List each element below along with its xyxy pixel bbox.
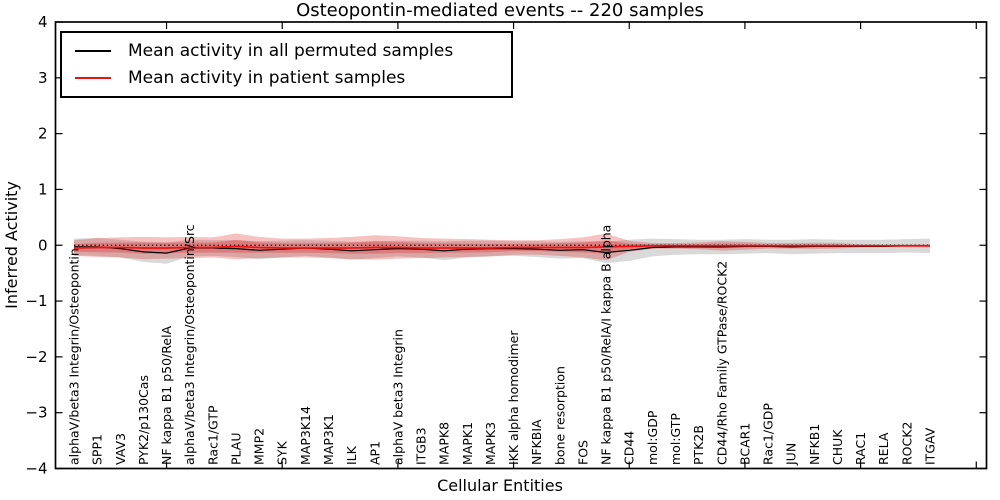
legend-box: Mean activity in all permuted samples Me… — [60, 31, 513, 98]
permuted-line-swatch — [75, 49, 111, 52]
x-tick-label: alphaV/beta3 Integrin/Osteopontin — [67, 248, 82, 465]
x-tick-label: MMP2 — [252, 428, 267, 465]
x-tick-label: NFKB1 — [807, 424, 822, 465]
y-tick-label: 4 — [38, 13, 48, 31]
x-tick-label: NF kappa B1 p50/RelA — [159, 325, 174, 465]
y-tick-label: 0 — [38, 236, 48, 254]
patient-line-swatch — [75, 77, 111, 80]
x-tick-label: alphaV beta3 Integrin — [390, 329, 405, 465]
patient-std-band-inner — [74, 239, 930, 254]
y-tick-label: 1 — [38, 180, 48, 198]
x-tick-label: ROCK2 — [899, 422, 914, 465]
x-tick-label: RELA — [876, 432, 891, 465]
x-tick-label: MAPK3 — [483, 422, 498, 465]
y-tick-label: 3 — [38, 69, 48, 87]
x-tick-label: RAC1 — [853, 432, 868, 465]
x-tick-label: CD44/Rho Family GTPase/ROCK2 — [714, 261, 729, 465]
x-tick-label: NF kappa B1 p50/RelA/I kappa B alpha — [599, 225, 614, 465]
x-tick-label: bone resorption — [552, 366, 567, 465]
legend-row-permuted: Mean activity in all permuted samples — [62, 41, 511, 61]
x-axis-label: Cellular Entities — [437, 476, 563, 495]
legend-label-permuted: Mean activity in all permuted samples — [128, 40, 454, 61]
x-tick-label: mol:GDP — [645, 410, 660, 465]
y-axis-label: Inferred Activity — [2, 181, 21, 309]
permuted-std-band — [74, 238, 930, 264]
x-tick-label: ITGAV — [922, 427, 937, 465]
x-tick-label: CHUK — [830, 429, 845, 465]
x-tick-label: Rac1/GTP — [205, 405, 220, 465]
x-tick-label: PYK2/p130Cas — [136, 375, 151, 465]
x-tick-label: MAP3K1 — [321, 414, 336, 465]
x-tick-label: Rac1/GDP — [761, 403, 776, 465]
x-tick-label: NFKBIA — [529, 419, 544, 465]
x-tick-label: AP1 — [367, 441, 382, 465]
y-tick-label: −4 — [25, 460, 47, 478]
patient-mean-line — [73, 244, 930, 249]
x-tick-label: BCAR1 — [737, 423, 752, 465]
x-tick-label: PTK2B — [691, 425, 706, 465]
x-tick-label: mol:GTP — [668, 413, 683, 465]
x-tick-label: SYK — [275, 440, 290, 465]
x-tick-label: VAV3 — [113, 433, 128, 465]
x-tick-label: IKK alpha homodimer — [506, 330, 521, 465]
chart-title: Osteopontin-mediated events -- 220 sampl… — [296, 0, 704, 21]
legend-label-patient: Mean activity in patient samples — [128, 68, 406, 89]
x-tick-label: MAPK8 — [437, 422, 452, 465]
y-tick-label: −2 — [25, 348, 47, 366]
x-tick-label: CD44 — [622, 431, 637, 465]
legend-row-patient: Mean activity in patient samples — [62, 68, 511, 88]
x-tick-label: PLAU — [228, 433, 243, 466]
x-tick-label: ITGB3 — [414, 427, 429, 465]
x-tick-label: JUN — [784, 443, 799, 466]
y-tick-label: 2 — [38, 125, 48, 143]
x-tick-label: ILK — [344, 445, 359, 465]
x-tick-label: FOS — [575, 440, 590, 465]
y-tick-label: −3 — [25, 404, 47, 422]
x-tick-label: MAPK1 — [460, 422, 475, 465]
x-tick-label: MAP3K14 — [298, 406, 313, 465]
x-tick-label: SPP1 — [90, 434, 105, 465]
y-tick-label: −1 — [25, 292, 47, 310]
x-tick-label: alphaV/beta3 Integrin/Osteopontin/Src — [182, 224, 197, 465]
